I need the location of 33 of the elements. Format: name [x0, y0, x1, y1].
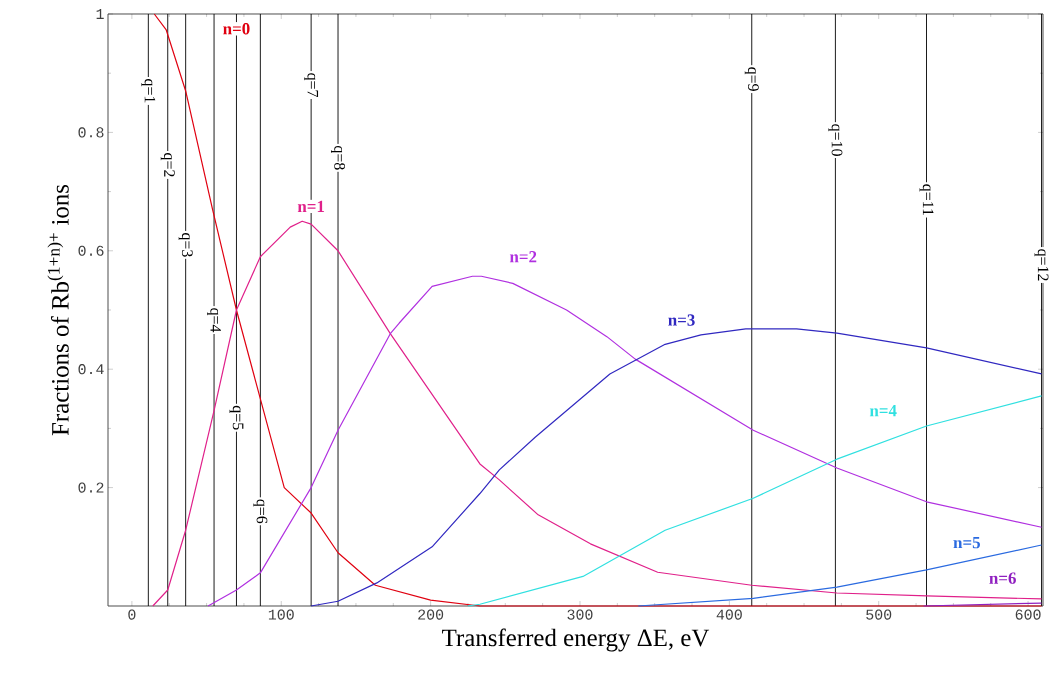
series-label: n=2: [509, 251, 537, 263]
annotation: q=7: [304, 73, 319, 98]
y-tick-label: 1: [96, 9, 104, 19]
y-tick-label: 0.4: [78, 364, 104, 375]
series-label: n=3: [668, 314, 695, 326]
annotation: q=4: [207, 308, 221, 333]
series-label: n=4: [869, 405, 897, 417]
series-label: n=5: [953, 537, 980, 549]
y-tick-label: 0.2: [78, 482, 104, 493]
annotation: q=6: [253, 499, 268, 524]
annotation: q=5: [229, 405, 244, 430]
annotation: q=10: [828, 124, 843, 156]
x-tick-label: 200: [418, 609, 444, 620]
annotation: q=3: [178, 232, 193, 257]
text: n=0: [223, 23, 250, 35]
annotation: q=12: [1034, 249, 1049, 281]
annotation: q=1: [141, 79, 156, 103]
series-label: n=6: [989, 572, 1016, 584]
y-tick-label: 0.6: [78, 245, 104, 256]
x-tick-label: 600: [1015, 609, 1041, 620]
series-label: n=1: [297, 200, 325, 212]
x-tick-label: 300: [567, 609, 593, 620]
annotation: q=9: [744, 67, 759, 91]
x-axis-title: Transferred energy ΔE, eV: [442, 628, 710, 652]
x-tick-label: 0: [128, 609, 136, 620]
y-axis-title: Fractions of Rb$^{(1+n)+}$ ions: [47, 184, 69, 436]
annotation: q=2: [160, 153, 175, 177]
x-tick-label: 500: [866, 609, 892, 620]
annotation: q=8: [331, 145, 346, 170]
annotation: q=11: [919, 184, 934, 216]
x-tick-label: 400: [716, 609, 742, 620]
x-tick-label: 100: [268, 609, 294, 620]
y-tick-label: 0.8: [78, 127, 104, 138]
